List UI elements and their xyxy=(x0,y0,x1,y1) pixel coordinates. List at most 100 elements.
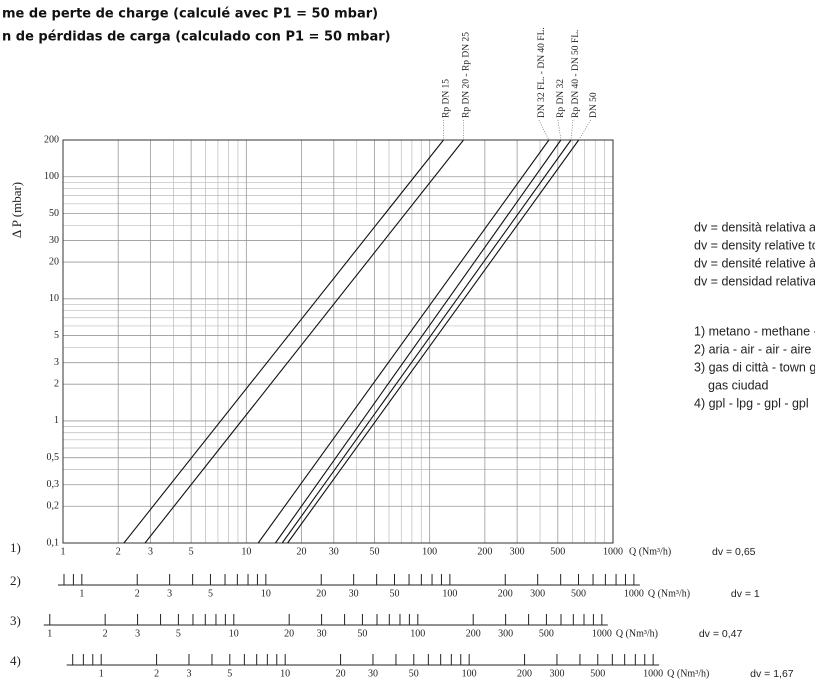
scale-tick-label: 50 xyxy=(357,628,367,639)
note: 3) gas di città - town gas - xyxy=(694,360,815,374)
scale-tick-label: 300 xyxy=(549,668,564,679)
scale-tick-label: 1 xyxy=(79,588,84,599)
note: 2) aria - air - air - aire xyxy=(694,342,811,356)
scale-tick-label: 10 xyxy=(261,588,271,599)
leader-line xyxy=(578,119,591,141)
leader-line xyxy=(557,119,562,141)
scale-tick-label: 2 xyxy=(103,628,108,639)
scale-tick-label: 1000 xyxy=(592,628,612,639)
scale-tick-label: 3 xyxy=(186,668,191,679)
scale-tick-label: 1 xyxy=(99,668,104,679)
leader-line xyxy=(538,119,550,141)
y-tick-label: 200 xyxy=(44,134,59,145)
scale-tick-label: 3 xyxy=(135,628,140,639)
note: dv = density relative to the xyxy=(694,238,815,252)
scale-tick-label: 30 xyxy=(317,628,327,639)
y-axis-label: Δ P (mbar) xyxy=(9,182,24,238)
scale-tick-label: 20 xyxy=(336,668,346,679)
x-tick-label: 3 xyxy=(148,546,153,557)
x-tick-label: 10 xyxy=(241,546,251,557)
series-label: Rp DN 15 xyxy=(442,79,452,118)
leader-line xyxy=(570,119,574,141)
dv-label: dv = 0,65 xyxy=(712,546,756,558)
scale-tick-label: 200 xyxy=(498,588,513,599)
y-tick-label: 100 xyxy=(44,171,59,182)
note: dv = densité relative à l'air xyxy=(694,256,815,270)
scale-tick-label: 500 xyxy=(539,628,554,639)
series-label: Rp DN 40 - DN 50 FL. xyxy=(571,30,581,118)
scale-label: 3) xyxy=(10,613,21,628)
y-tick-label: 3 xyxy=(54,357,59,368)
scale-tick-label: 2 xyxy=(154,668,159,679)
y-tick-label: 0,3 xyxy=(47,479,60,490)
y-tick-label: 0,1 xyxy=(47,537,60,548)
scale-tick-label: 10 xyxy=(280,668,290,679)
title-line: me de perte de charge (calculé avec P1 =… xyxy=(2,7,378,22)
scale-tick-label: 2 xyxy=(135,588,140,599)
x-tick-label: 2 xyxy=(116,546,121,557)
x-axis-label: Q (Nm³/h) xyxy=(629,546,671,557)
scale-tick-label: 20 xyxy=(284,628,294,639)
scale-dv: dv = 1,67 xyxy=(750,668,794,680)
scale-tick-label: 50 xyxy=(409,668,419,679)
scale-dv: dv = 0,47 xyxy=(699,628,743,640)
scale-unit: Q (Nm³/h) xyxy=(648,588,690,599)
x-tick-label: 5 xyxy=(189,546,194,557)
note: 1) metano - methane - mé xyxy=(694,324,815,338)
scale-tick-label: 100 xyxy=(462,668,477,679)
x-tick-label: 1 xyxy=(61,546,66,557)
scale-tick-label: 300 xyxy=(498,628,513,639)
scale-tick-label: 500 xyxy=(590,668,605,679)
y-tick-label: 10 xyxy=(49,293,59,304)
scale-tick-label: 5 xyxy=(208,588,213,599)
scale-tick-label: 10 xyxy=(229,628,239,639)
scale-label: 2) xyxy=(10,573,21,588)
x-tick-label: 200 xyxy=(477,546,492,557)
note: gas ciudad xyxy=(708,378,769,392)
series-line xyxy=(287,139,580,544)
scale-tick-label: 1000 xyxy=(643,668,663,679)
x-tick-label: 30 xyxy=(329,546,339,557)
scale-tick-label: 50 xyxy=(389,588,399,599)
series-label: DN 32 FL. - DN 40 FL. xyxy=(537,27,547,118)
scale-tick-label: 5 xyxy=(176,628,181,639)
series-label: Rp DN 32 xyxy=(556,79,566,118)
y-tick-label: 5 xyxy=(54,330,59,341)
scale-tick-label: 30 xyxy=(349,588,359,599)
x-tick-label: 50 xyxy=(369,546,379,557)
note: dv = densidad relativa del xyxy=(694,274,815,288)
scale-tick-label: 1000 xyxy=(624,588,644,599)
y-tick-label: 2 xyxy=(54,378,59,389)
y-tick-label: 20 xyxy=(49,256,59,267)
y-tick-label: 0,2 xyxy=(47,501,60,512)
x-tick-label: 300 xyxy=(510,546,525,557)
x-tick-label: 1000 xyxy=(603,546,623,557)
y-tick-label: 30 xyxy=(49,235,59,246)
x-tick-label: 100 xyxy=(422,546,437,557)
scale-tick-label: 30 xyxy=(368,668,378,679)
scale-dv: dv = 1 xyxy=(731,588,760,600)
title-line: n de pérdidas de carga (calculado con P1… xyxy=(2,30,391,45)
scale-tick-label: 1 xyxy=(47,628,52,639)
scale-tick-label: 200 xyxy=(517,668,532,679)
x-tick-label: 20 xyxy=(297,546,307,557)
series-label: Rp DN 20 - Rp DN 25 xyxy=(462,32,472,118)
scale-tick-label: 300 xyxy=(530,588,545,599)
scale-tick-label: 200 xyxy=(466,628,481,639)
scale-tick-label: 3 xyxy=(167,588,172,599)
scale-tick-label: 100 xyxy=(410,628,425,639)
y-tick-label: 1 xyxy=(54,415,59,426)
scale-label: 4) xyxy=(10,653,21,668)
scale-unit: Q (Nm³/h) xyxy=(667,668,709,679)
scale-tick-label: 100 xyxy=(442,588,457,599)
series-line xyxy=(274,139,562,544)
plot-frame xyxy=(62,139,614,544)
scale-tick-label: 20 xyxy=(316,588,326,599)
y-tick-label: 0,5 xyxy=(47,452,60,463)
note: 4) gpl - lpg - gpl - gpl xyxy=(694,396,809,410)
series-line xyxy=(281,139,572,544)
scale-tick-label: 5 xyxy=(227,668,232,679)
scale-unit: Q (Nm³/h) xyxy=(616,628,658,639)
